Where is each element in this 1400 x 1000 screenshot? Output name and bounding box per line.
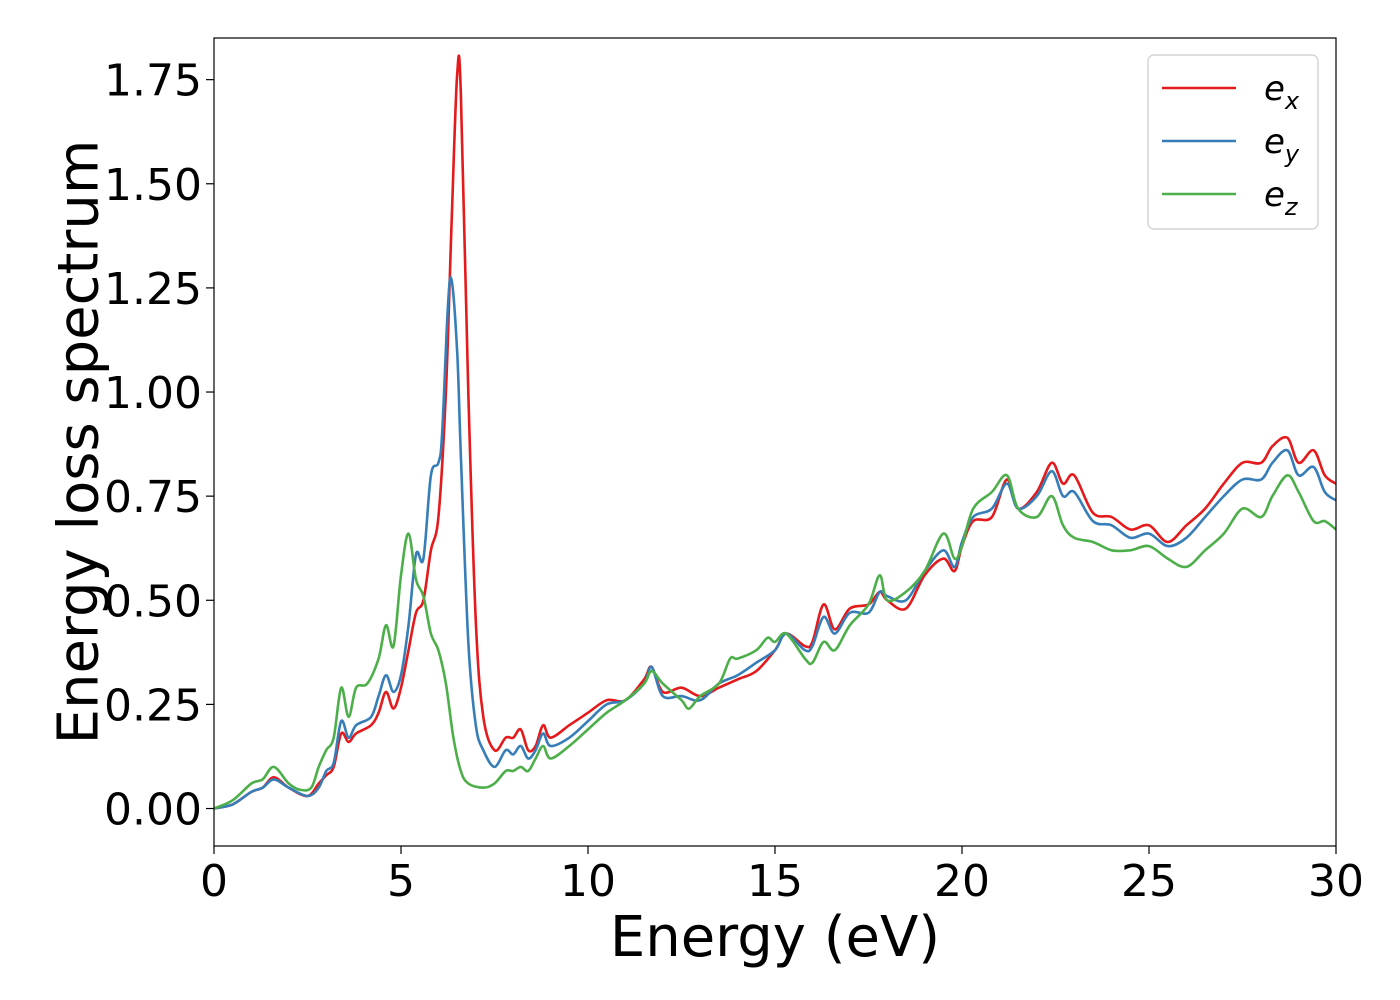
y-tick-label: 0.50 [104, 576, 202, 627]
x-tick-label: 20 [934, 856, 990, 907]
legend-label-z: ez [1264, 175, 1299, 221]
y-tick-label: 1.75 [104, 56, 202, 107]
y-tick-label: 1.25 [104, 264, 202, 315]
x-tick-label: 10 [560, 856, 616, 907]
y-tick-label: 1.50 [104, 160, 202, 211]
y-tick-label: 0.00 [104, 785, 202, 836]
y-tick-label: 1.00 [104, 368, 202, 419]
x-tick-label: 25 [1121, 856, 1177, 907]
x-axis-title: Energy (eV) [610, 905, 940, 970]
series-line-z [214, 473, 1336, 810]
y-tick-label: 0.75 [104, 472, 202, 523]
series-line-x [214, 54, 1336, 810]
x-tick-label: 0 [200, 856, 228, 907]
x-tick-label: 15 [747, 856, 803, 907]
legend: ex ey ez [1147, 54, 1319, 230]
x-tick-label: 30 [1308, 856, 1364, 907]
y-axis-title: Energy loss spectrum [47, 140, 112, 745]
series-lines [214, 54, 1336, 810]
x-axis-ticks: 0 5 10 15 20 25 30 [200, 846, 1364, 907]
y-axis-ticks: 0.00 0.25 0.50 0.75 1.00 1.25 1.50 1.75 [104, 56, 214, 836]
x-tick-label: 5 [387, 856, 415, 907]
series-line-y [214, 276, 1336, 810]
legend-label-x: ex [1264, 69, 1300, 115]
y-tick-label: 0.25 [104, 680, 202, 731]
legend-label-y: ey [1264, 122, 1300, 168]
